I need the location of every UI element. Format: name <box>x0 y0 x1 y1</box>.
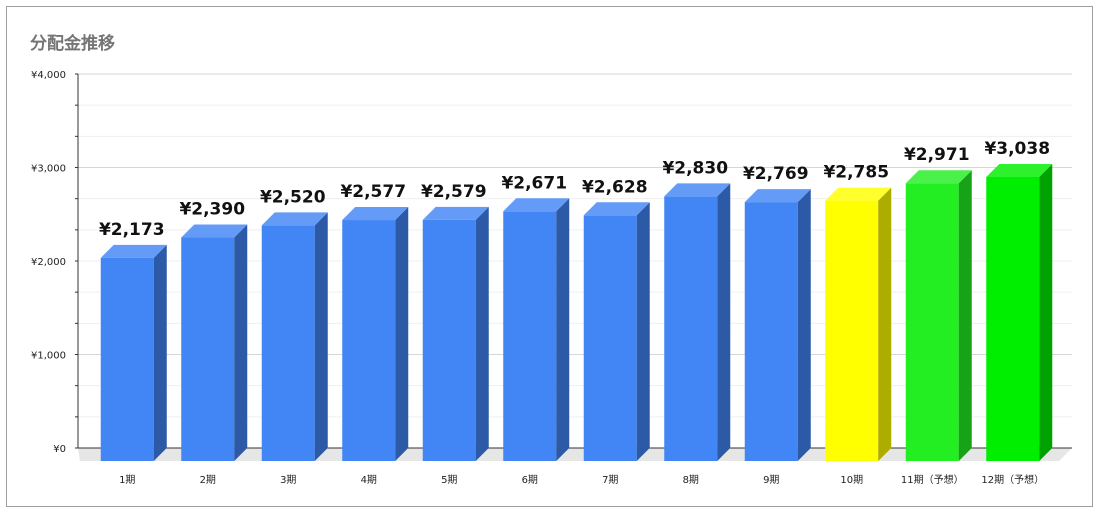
bar-side <box>556 198 570 461</box>
bar-top <box>825 187 892 201</box>
bar-value-label: ¥2,577 <box>340 182 406 202</box>
y-tick-label: ¥3,000 <box>31 164 66 175</box>
x-tick-label: 12期（予想） <box>981 473 1044 486</box>
bar-side <box>878 187 892 462</box>
bar-side <box>717 183 731 461</box>
bar-side <box>153 244 167 461</box>
bar <box>422 219 476 461</box>
bar-value-label: ¥2,830 <box>662 158 728 178</box>
bar <box>825 200 879 462</box>
x-tick-label: 5期 <box>441 474 457 486</box>
bar <box>744 202 798 461</box>
bar-side <box>1039 163 1053 461</box>
x-tick-label: 8期 <box>683 474 699 486</box>
y-tick-label: ¥2,000 <box>31 257 66 268</box>
bar-top <box>100 244 167 258</box>
bar <box>583 215 637 461</box>
bar-value-label: ¥2,390 <box>179 200 245 220</box>
x-tick-label: 9期 <box>763 474 779 486</box>
bar <box>181 237 235 461</box>
x-tick-label: 7期 <box>602 474 618 486</box>
bar-side <box>636 202 650 462</box>
bar-top <box>181 224 248 238</box>
bar-top <box>905 170 972 184</box>
y-tick-label: ¥4,000 <box>31 70 66 81</box>
bar-value-label: ¥2,671 <box>501 173 567 193</box>
x-tick-label: 10期 <box>840 474 863 486</box>
bar-value-label: ¥2,785 <box>823 163 889 183</box>
x-tick-label: 1期 <box>119 474 135 486</box>
bar-value-label: ¥2,579 <box>421 182 487 202</box>
bar <box>986 176 1040 461</box>
bar-side <box>797 189 811 461</box>
bar-top <box>986 163 1053 177</box>
x-tick-label: 2期 <box>200 474 216 486</box>
x-tick-label: 11期（予想） <box>901 473 964 486</box>
bar-value-label: ¥3,038 <box>984 139 1050 159</box>
bar-top <box>503 198 570 212</box>
bar-side <box>234 224 248 461</box>
y-tick-label: ¥1,000 <box>31 351 66 362</box>
x-tick-label: 3期 <box>280 474 296 486</box>
bar <box>503 211 557 461</box>
y-tick-label: ¥0 <box>53 444 66 455</box>
bar-side <box>958 170 972 462</box>
bar-value-label: ¥2,769 <box>743 164 809 184</box>
chart-floor <box>78 448 1072 461</box>
bar <box>905 183 959 462</box>
bar-value-label: ¥2,173 <box>99 220 165 240</box>
bar-value-label: ¥2,971 <box>904 145 970 165</box>
bar-top <box>422 206 489 220</box>
x-tick-label: 6期 <box>522 474 538 486</box>
bar-value-label: ¥2,520 <box>260 187 326 207</box>
bar-top <box>664 183 731 197</box>
bar-value-label: ¥2,628 <box>582 177 648 197</box>
bar-top <box>261 212 328 226</box>
bar-side <box>475 206 489 461</box>
bar-top <box>342 207 409 221</box>
bar <box>261 225 315 461</box>
bar-side <box>314 212 328 461</box>
bar <box>664 196 718 461</box>
bar-side <box>395 207 409 461</box>
bar-top <box>583 202 650 216</box>
x-tick-label: 4期 <box>361 474 377 486</box>
bar <box>342 220 396 461</box>
bar <box>100 257 154 461</box>
chart-title: 分配金推移 <box>30 34 115 54</box>
bar-top <box>744 189 811 203</box>
